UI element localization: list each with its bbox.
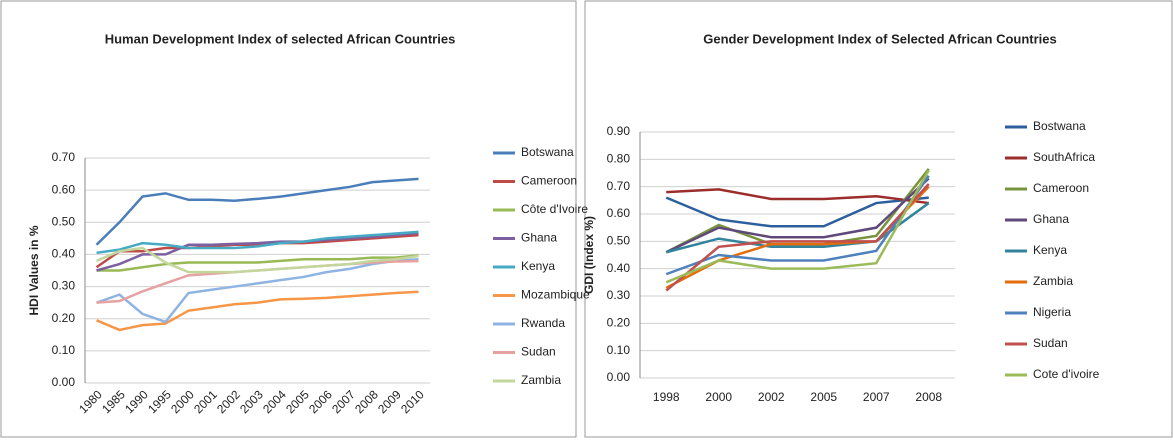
x-tick-label: 1998 [653, 390, 680, 404]
series-line [666, 188, 929, 205]
x-tick-label: 2007 [863, 390, 890, 404]
y-tick-label: 0.20 [607, 316, 631, 330]
legend-label: Kenya [521, 259, 555, 273]
legend-label: Kenya [1033, 243, 1067, 257]
chart-title: Human Development Index of selected Afri… [105, 31, 456, 46]
series-line [665, 196, 929, 228]
y-tick-label: 0.20 [52, 311, 76, 325]
legend-label: Zambia [521, 373, 561, 387]
y-tick-label: 0.30 [607, 288, 631, 302]
x-tick-label: 2000 [705, 390, 732, 404]
legend-label: Sudan [521, 345, 556, 359]
y-tick-label: 0.60 [52, 182, 76, 196]
panel [0, 0, 577, 438]
legend-label: Ghana [521, 231, 557, 245]
series-line [96, 246, 419, 274]
y-axis-label: HDI Values in % [27, 225, 41, 315]
y-tick-label: 0.70 [607, 179, 631, 193]
series-line [96, 258, 419, 324]
legend-label: Botswana [521, 145, 574, 159]
series-line [665, 175, 930, 276]
series-line [96, 230, 419, 255]
series-line [95, 177, 419, 246]
legend-label: Cameroon [521, 174, 577, 188]
legend-label: Nigeria [1033, 305, 1071, 319]
x-tick-label: 2002 [758, 390, 785, 404]
series-line [665, 177, 930, 254]
series-line [96, 254, 419, 272]
y-tick-label: 0.10 [52, 343, 76, 357]
y-tick-label: 0.70 [52, 150, 76, 164]
y-tick-label: 0.30 [52, 279, 76, 293]
legend-label: Zambia [1033, 274, 1073, 288]
legend-label: Bostwana [1033, 119, 1086, 133]
y-tick-label: 0.60 [607, 206, 631, 220]
legend-label: Cote d'ivoire [1033, 367, 1100, 381]
legend-label: Sudan [1033, 336, 1068, 350]
legend-label: Mozambique [521, 288, 590, 302]
series-line [665, 183, 930, 292]
x-tick-label: 2008 [915, 390, 942, 404]
series-line [96, 290, 419, 332]
legend-label: Côte d'Ivoire [521, 202, 588, 216]
y-tick-label: 0.90 [607, 124, 631, 138]
legend-label: SouthAfrica [1033, 150, 1095, 164]
series-line [665, 202, 930, 254]
y-tick-label: 0.00 [52, 375, 76, 389]
y-tick-label: 0.50 [607, 234, 631, 248]
y-tick-label: 0.00 [607, 370, 631, 384]
legend-label: Rwanda [521, 316, 565, 330]
y-tick-label: 0.10 [607, 343, 631, 357]
series-line [95, 233, 419, 269]
panel [584, 0, 1173, 438]
legend-label: Cameroon [1033, 181, 1089, 195]
y-tick-label: 0.40 [52, 247, 76, 261]
series-line [665, 169, 930, 284]
x-tick-label: 2005 [810, 390, 837, 404]
legend-label: Ghana [1033, 212, 1069, 226]
y-axis-label: GDI (Index %) [582, 216, 596, 294]
chart-title: Gender Development Index of Selected Afr… [703, 31, 1057, 46]
series-line [96, 231, 419, 272]
y-tick-label: 0.40 [607, 261, 631, 275]
y-tick-label: 0.50 [52, 214, 76, 228]
y-tick-label: 0.80 [607, 152, 631, 166]
